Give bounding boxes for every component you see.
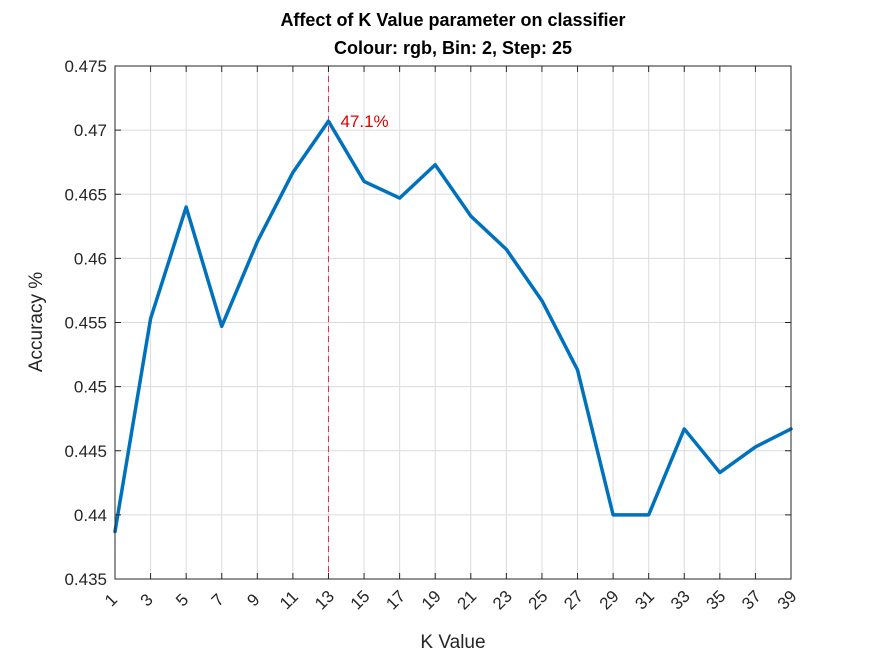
grid xyxy=(114,65,792,580)
y-tick-label: 0.455 xyxy=(64,314,107,333)
series-group xyxy=(113,119,793,534)
chart-title: Affect of K Value parameter on classifie… xyxy=(280,10,625,30)
y-tick-label: 0.475 xyxy=(64,57,107,76)
chart-subtitle: Colour: rgb, Bin: 2, Step: 25 xyxy=(334,38,572,58)
y-axis-ticks: 0.435 0.44 0.445 0.45 0.455 0.46 0.465 0.47 0.47… xyxy=(64,57,791,589)
y-tick-label: 0.45 xyxy=(74,378,107,397)
y-axis-label: Accuracy % xyxy=(26,272,47,372)
y-tick-label: 0.46 xyxy=(74,249,107,268)
annotation-label: 47.1% xyxy=(340,112,388,131)
y-tick-label: 0.465 xyxy=(64,185,107,204)
y-tick-label: 0.445 xyxy=(64,442,107,461)
y-tick-label: 0.47 xyxy=(74,121,107,140)
annotation-group: 47.1% xyxy=(340,112,388,131)
series-line xyxy=(113,119,793,534)
y-tick-label: 0.44 xyxy=(74,506,107,525)
y-tick-label: 0.435 xyxy=(64,570,107,589)
x-axis-label: K Value xyxy=(420,632,485,653)
